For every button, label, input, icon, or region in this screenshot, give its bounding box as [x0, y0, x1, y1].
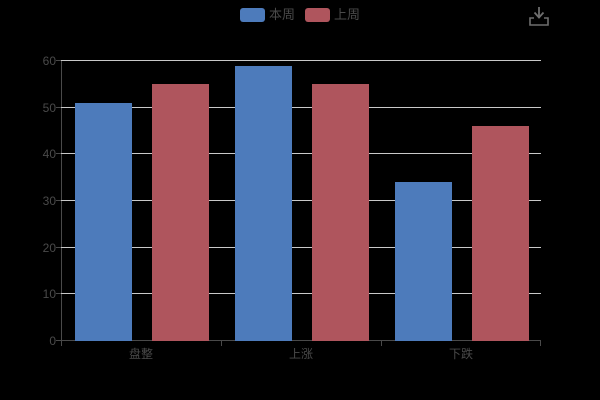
x-axis-label-2: 上涨 [288, 347, 314, 361]
gridline-y-30 [61, 200, 541, 201]
y-axis-tick [56, 340, 61, 341]
download-tray [529, 17, 549, 26]
legend-item-上周[interactable]: 上周 [305, 8, 360, 22]
bar-上周-上涨[interactable] [312, 84, 369, 341]
x-axis-tick [221, 341, 222, 346]
y-axis-label: 50 [42, 100, 56, 115]
legend-label: 上周 [334, 7, 361, 22]
y-axis-tick [56, 106, 61, 108]
bar-本周-下跌[interactable] [395, 182, 452, 341]
legend-marker-icon [305, 8, 330, 22]
download-arrow-head [533, 11, 545, 19]
y-axis-tick [56, 153, 61, 155]
x-axis-label-3: 下跌 [448, 347, 474, 361]
y-axis-label: 60 [42, 54, 56, 68]
legend: 本周 上周 [0, 8, 600, 22]
bar-本周-上涨[interactable] [235, 65, 292, 341]
bar-上周-下跌[interactable] [472, 126, 529, 341]
x-axis-line [61, 340, 541, 341]
bar-上周-盘整[interactable] [152, 84, 209, 341]
save-image-icon[interactable] [528, 4, 550, 28]
y-axis-tick [56, 200, 61, 201]
y-axis-tick [56, 60, 61, 61]
y-axis-label: 0 [49, 334, 56, 348]
x-axis-tick [61, 341, 62, 346]
gridline-y-50 [61, 106, 541, 108]
gridline-y-60 [61, 60, 541, 61]
y-axis-tick [56, 293, 61, 295]
legend-item-本周[interactable]: 本周 [239, 7, 295, 22]
gridline-y-10 [61, 293, 541, 295]
bar-本周-盘整[interactable] [75, 103, 132, 341]
y-axis-label: 30 [42, 194, 56, 208]
gridline-y-40 [61, 153, 541, 155]
toolbox [528, 4, 550, 28]
y-axis-line [61, 61, 62, 342]
gridline-y-20 [61, 246, 541, 248]
y-axis-label: 20 [42, 240, 56, 255]
y-axis-tick [56, 246, 61, 248]
y-axis-label: 40 [42, 147, 56, 162]
legend-marker-icon [239, 8, 265, 22]
legend-label: 本周 [268, 7, 295, 22]
x-axis-tick [540, 341, 541, 346]
plot-area: 0 10 20 30 40 50 60 盘整 上涨 下跌 [43, 55, 541, 360]
x-axis-tick [381, 341, 382, 346]
y-axis-label: 10 [42, 287, 56, 302]
x-axis-label-1: 盘整 [128, 347, 154, 361]
